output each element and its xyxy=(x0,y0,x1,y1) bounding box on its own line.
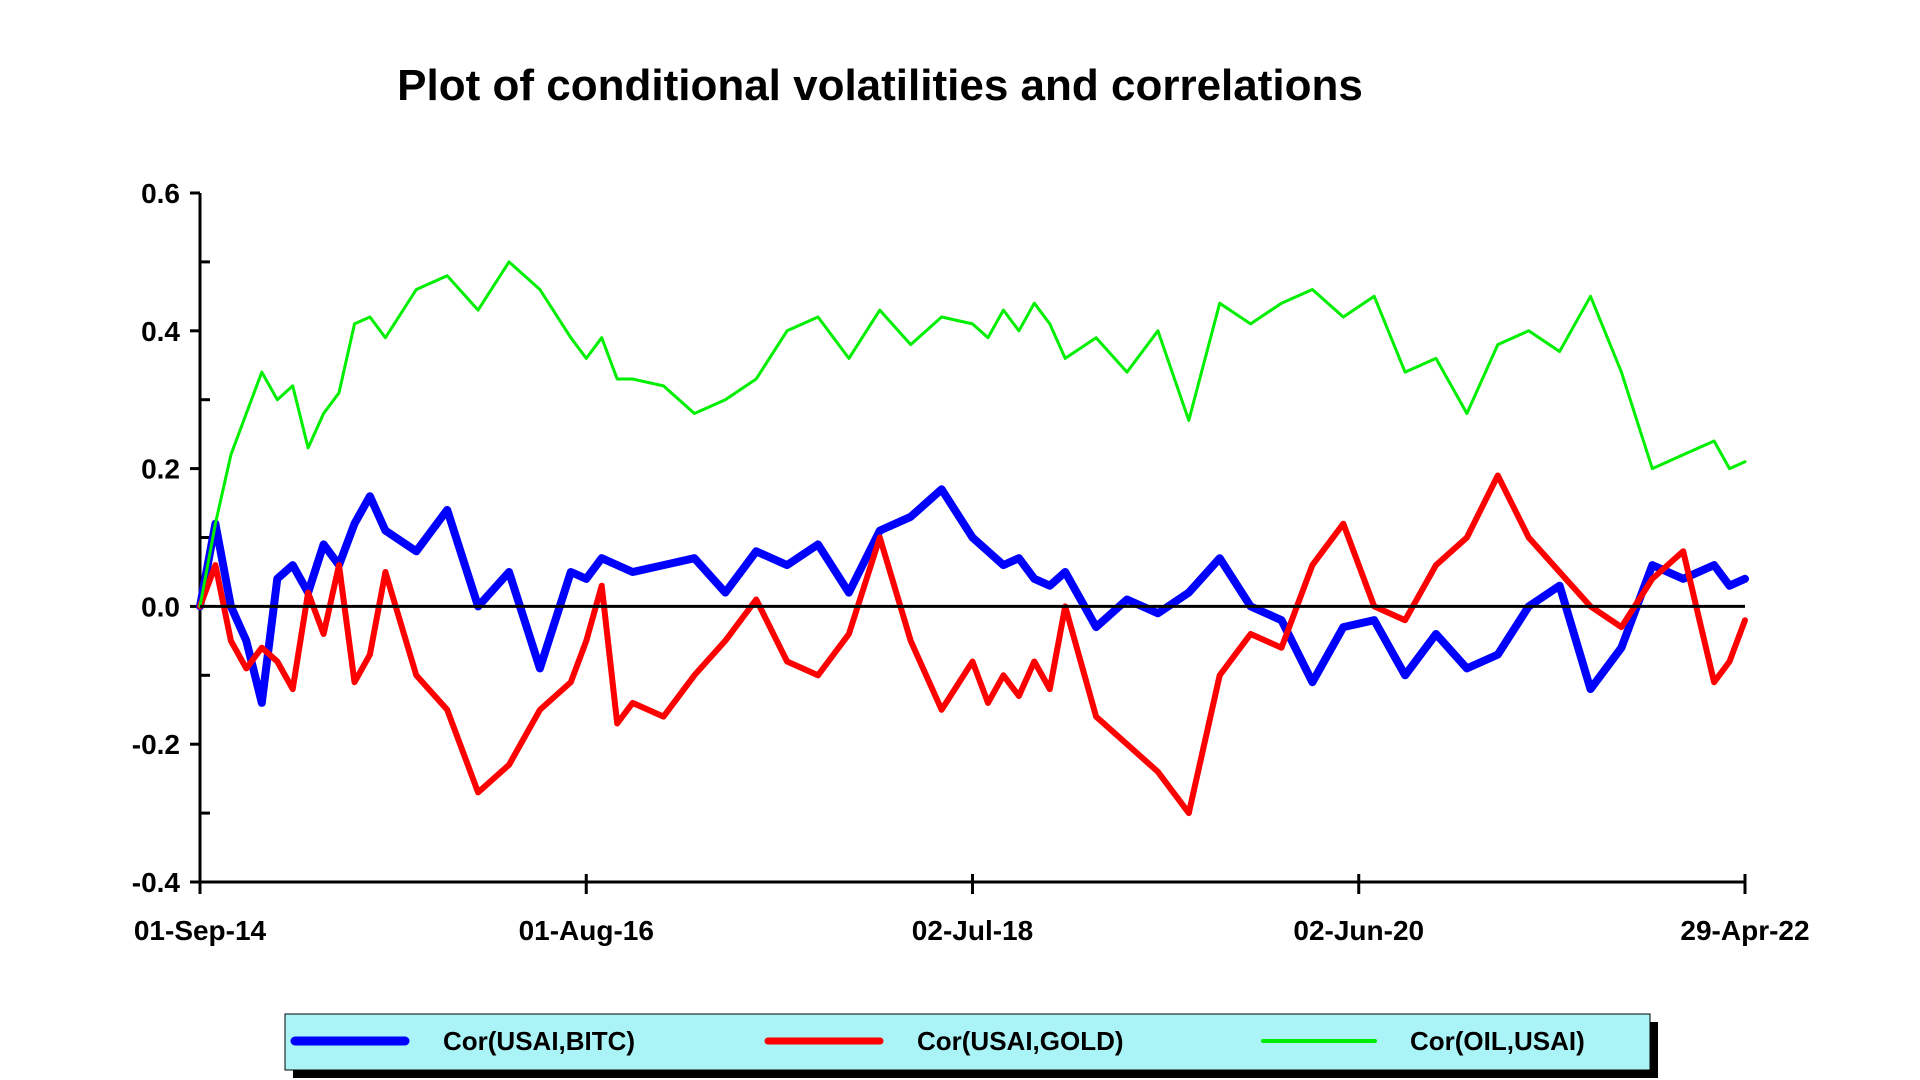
legend-label-2: Cor(USAI,GOLD) xyxy=(917,1026,1124,1056)
y-tick-label: 0.0 xyxy=(141,591,180,622)
legend-label-1: Cor(USAI,BITC) xyxy=(443,1026,635,1056)
chart-title: Plot of conditional volatilities and cor… xyxy=(397,61,1363,110)
legend-box xyxy=(284,1013,1651,1071)
y-tick-label: 0.4 xyxy=(141,316,180,347)
plot-area: 0.6 0.4 0.2 0.0 -0.2 -0.4 01-Sep-14 01-Aug-16 02… xyxy=(132,178,1810,946)
legend: Cor(USAI,BITC) Cor(USAI,GOLD) Cor(OIL,USAI… xyxy=(284,1013,1658,1078)
x-tick-label: 02-Jul-18 xyxy=(912,915,1033,946)
y-tick-label: -0.4 xyxy=(132,867,181,898)
x-tick-label: 29-Apr-22 xyxy=(1680,915,1809,946)
series-line-3 xyxy=(198,260,1747,608)
x-tick-label: 01-Aug-16 xyxy=(519,915,654,946)
x-tick-label: 01-Sep-14 xyxy=(134,915,267,946)
x-tick-label: 02-Jun-20 xyxy=(1293,915,1424,946)
y-tick-label: 0.6 xyxy=(141,178,180,209)
legend-label-3: Cor(OIL,USAI) xyxy=(1410,1026,1585,1056)
series-line-2 xyxy=(197,472,1748,817)
series-line-1 xyxy=(196,485,1749,707)
y-tick-label: 0.2 xyxy=(141,454,180,485)
y-tick-label: -0.2 xyxy=(132,729,180,760)
